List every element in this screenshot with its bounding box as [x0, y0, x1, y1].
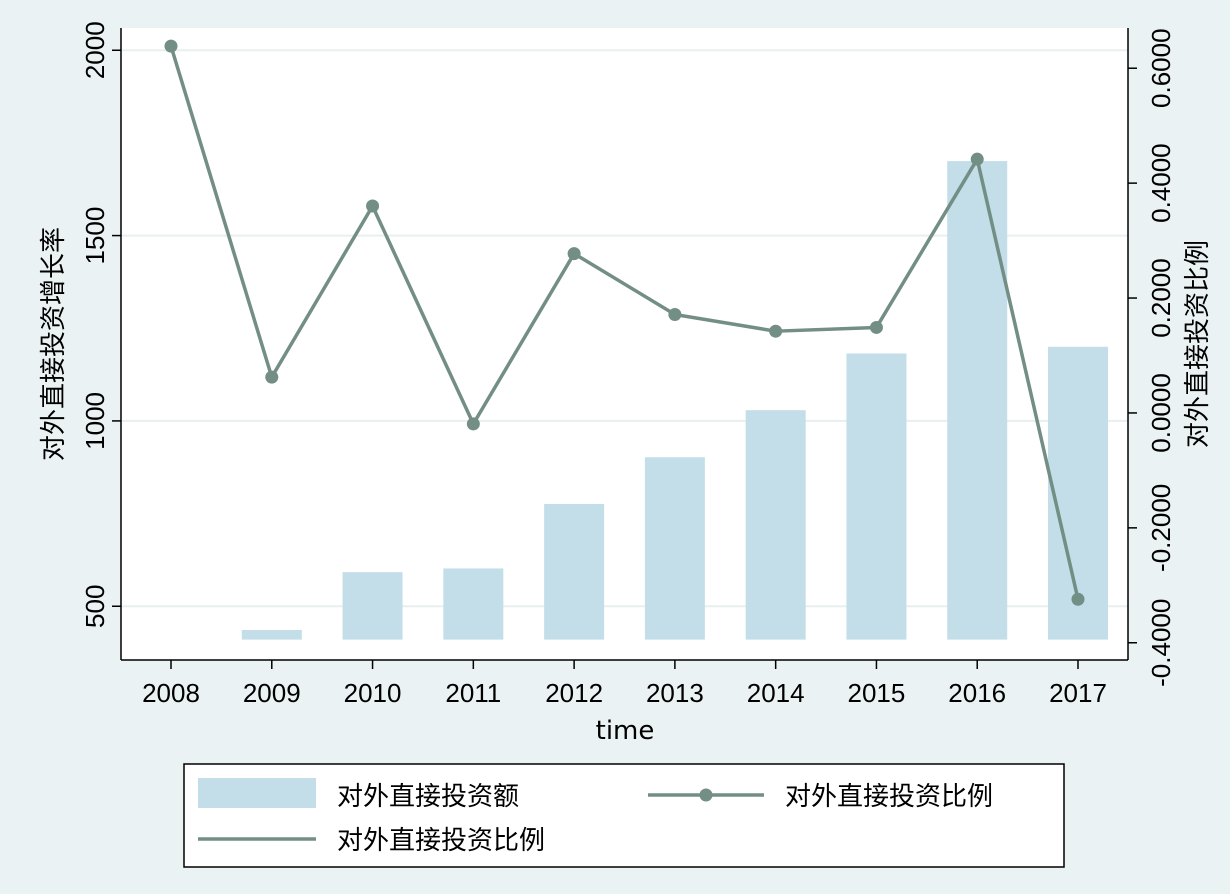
bar — [443, 568, 504, 640]
y-right-tick-label: -0.2000 — [1146, 484, 1176, 572]
y-tick-label: 500 — [80, 585, 110, 628]
y-right-tick-label: 0.4000 — [1146, 143, 1176, 223]
x-tick-label: 2011 — [445, 678, 501, 708]
x-tick-label: 2014 — [747, 678, 805, 708]
x-tick-label: 2010 — [344, 678, 402, 708]
legend-swatch-bar — [198, 778, 316, 808]
line-path — [169, 45, 1080, 600]
legend-label-line: 对外直接投资比例 — [337, 826, 545, 856]
y-right-tick-label: 0.6000 — [1146, 28, 1176, 108]
line-point — [466, 417, 480, 431]
x-tick-label: 2015 — [848, 678, 906, 708]
bar — [342, 572, 403, 640]
line-point — [567, 247, 581, 261]
x-tick-label: 2016 — [948, 678, 1006, 708]
line-point — [869, 320, 883, 334]
bar — [846, 353, 907, 640]
legend-box — [183, 763, 1065, 868]
line-point — [769, 324, 783, 338]
x-tick-label: 2013 — [646, 678, 704, 708]
axes — [120, 28, 1129, 661]
bar — [1048, 346, 1108, 640]
line-point — [366, 199, 380, 213]
y-right-tick-label: 0.0000 — [1146, 373, 1176, 453]
bar — [544, 503, 605, 640]
x-tick-label: 2009 — [243, 678, 301, 708]
bar — [241, 629, 302, 640]
y-tick-label: 1000 — [80, 392, 110, 450]
y-right-tick-label: -0.4000 — [1146, 599, 1176, 687]
bar — [947, 161, 1008, 640]
line-point — [265, 370, 279, 384]
legend-label-line-marker: 对外直接投资比例 — [785, 782, 993, 812]
y-axis-right-title: 对外直接投资比例 — [1183, 240, 1213, 448]
bar — [644, 457, 705, 640]
line-point — [668, 307, 682, 321]
bar-series — [241, 161, 1108, 640]
line-point — [970, 152, 984, 166]
line-series — [164, 39, 1085, 606]
y-right-tick-label: 0.2000 — [1146, 258, 1176, 338]
y-axis-left-title: 对外直接投资增长率 — [39, 227, 69, 461]
x-tick-label: 2017 — [1049, 678, 1107, 708]
x-axis-title: time — [596, 716, 655, 746]
legend-marker-icon — [699, 788, 713, 802]
line-point — [164, 39, 178, 53]
legend-label-bar: 对外直接投资额 — [337, 782, 519, 812]
line-point — [1071, 592, 1085, 606]
x-tick-label: 2008 — [142, 678, 200, 708]
bar — [745, 410, 806, 640]
x-tick-label: 2012 — [545, 678, 603, 708]
y-tick-label: 1500 — [80, 207, 110, 265]
y-tick-label: 2000 — [80, 21, 110, 79]
tick-labels: 500 1000 1500 2000 -0.4000 -0.2000 0.0000 0.200… — [80, 21, 1176, 708]
legend: 对外直接投资额 对外直接投资比例 对外直接投资比例 — [183, 763, 1065, 868]
